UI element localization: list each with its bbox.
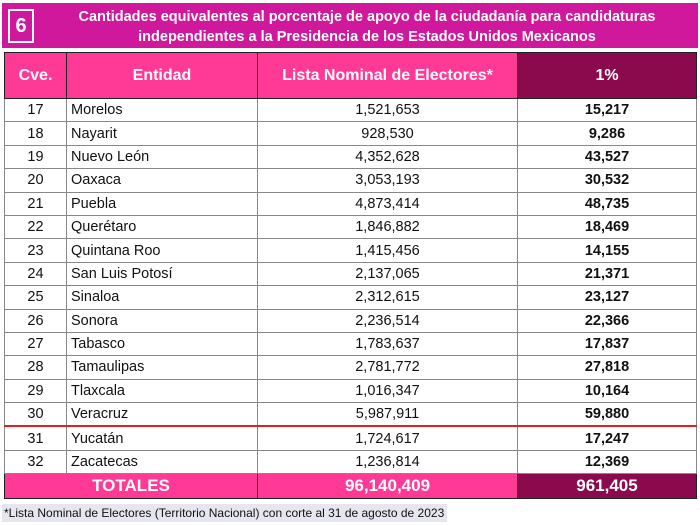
header-pct: 1% (517, 52, 697, 99)
support-table: Cve. Entidad Lista Nominal de Electores*… (4, 52, 697, 500)
cell-entidad: Querétaro (66, 214, 258, 240)
cell-cve: 29 (4, 378, 67, 404)
cell-cve: 32 (4, 449, 67, 475)
cell-entidad: Yucatán (66, 425, 258, 451)
cell-lista: 2,236,514 (257, 308, 518, 333)
cell-entidad: San Luis Potosí (66, 261, 258, 287)
cell-cve: 23 (4, 238, 67, 263)
cell-pct: 17,837 (517, 331, 697, 357)
cell-entidad: Nuevo León (66, 144, 258, 170)
cell-lista: 1,236,814 (257, 449, 518, 475)
cell-pct: 12,369 (517, 449, 697, 475)
cell-pct: 15,217 (517, 97, 697, 123)
cell-pct: 18,469 (517, 214, 697, 240)
cell-lista: 1,415,456 (257, 238, 518, 263)
cell-cve: 28 (4, 355, 67, 380)
cell-entidad: Zacatecas (66, 449, 258, 475)
table-row: 23 Quintana Roo 1,415,456 14,155 (4, 238, 697, 263)
header-entidad: Entidad (66, 52, 258, 99)
cell-cve: 27 (4, 331, 67, 357)
totals-row: TOTALES 96,140,409 961,405 (4, 473, 697, 500)
table-row: 17 Morelos 1,521,653 15,217 (4, 97, 697, 123)
cell-pct: 17,247 (517, 425, 697, 451)
cell-entidad: Quintana Roo (66, 238, 258, 263)
cell-cve: 25 (4, 285, 67, 310)
cell-pct: 22,366 (517, 308, 697, 333)
table-number-badge: 6 (8, 9, 34, 43)
table-row: 25 Sinaloa 2,312,615 23,127 (4, 285, 697, 310)
cell-lista: 928,530 (257, 121, 518, 146)
cell-pct: 21,371 (517, 261, 697, 287)
cell-cve: 31 (4, 425, 67, 451)
cell-cve: 19 (4, 144, 67, 170)
cell-entidad: Puebla (66, 191, 258, 216)
cell-lista: 1,016,347 (257, 378, 518, 404)
cell-entidad: Tlaxcala (66, 378, 258, 404)
cell-lista: 4,352,628 (257, 144, 518, 170)
header-row: Cve. Entidad Lista Nominal de Electores*… (4, 52, 697, 99)
cell-cve: 18 (4, 121, 67, 146)
table-row: 32 Zacatecas 1,236,814 12,369 (4, 449, 697, 475)
table-row: 19 Nuevo León 4,352,628 43,527 (4, 144, 697, 170)
title-banner: 6 Cantidades equivalentes al porcentaje … (2, 3, 698, 48)
cell-pct: 23,127 (517, 285, 697, 310)
cell-cve: 17 (4, 97, 67, 123)
table-row: 18 Nayarit 928,530 9,286 (4, 121, 697, 146)
cell-cve: 21 (4, 191, 67, 216)
cell-entidad: Veracruz (66, 402, 258, 428)
cell-cve: 22 (4, 214, 67, 240)
cell-lista: 1,783,637 (257, 331, 518, 357)
table-row: 21 Puebla 4,873,414 48,735 (4, 191, 697, 216)
cell-pct: 48,735 (517, 191, 697, 216)
cell-entidad: Nayarit (66, 121, 258, 146)
cell-entidad: Sonora (66, 308, 258, 333)
cell-lista: 3,053,193 (257, 168, 518, 193)
cell-cve: 30 (4, 402, 67, 428)
cell-cve: 20 (4, 168, 67, 193)
cell-cve: 24 (4, 261, 67, 287)
header-lista: Lista Nominal de Electores* (257, 52, 518, 99)
cell-pct: 43,527 (517, 144, 697, 170)
cell-lista: 5,987,911 (257, 402, 518, 428)
cell-pct: 9,286 (517, 121, 697, 146)
cell-pct: 10,164 (517, 378, 697, 404)
table-row: 31 Yucatán 1,724,617 17,247 (4, 425, 697, 451)
cell-cve: 26 (4, 308, 67, 333)
table-row: 22 Querétaro 1,846,882 18,469 (4, 214, 697, 240)
totals-label: TOTALES (4, 473, 258, 500)
cell-entidad: Morelos (66, 97, 258, 123)
cell-lista: 4,873,414 (257, 191, 518, 216)
table-row: 29 Tlaxcala 1,016,347 10,164 (4, 378, 697, 404)
header-cve: Cve. (4, 52, 67, 99)
cell-lista: 2,781,772 (257, 355, 518, 380)
cell-pct: 14,155 (517, 238, 697, 263)
cell-entidad: Tamaulipas (66, 355, 258, 380)
table-row: 27 Tabasco 1,783,637 17,837 (4, 331, 697, 357)
cell-pct: 27,818 (517, 355, 697, 380)
table-row: 30 Veracruz 5,987,911 59,880 (4, 402, 697, 428)
cell-lista: 2,312,615 (257, 285, 518, 310)
cell-lista: 1,846,882 (257, 214, 518, 240)
cell-entidad: Oaxaca (66, 168, 258, 193)
table-row: 26 Sonora 2,236,514 22,366 (4, 308, 697, 333)
cell-lista: 1,521,653 (257, 97, 518, 123)
cell-lista: 1,724,617 (257, 425, 518, 451)
title-line-2: independientes a la Presidencia de los E… (138, 29, 596, 45)
table-row: 24 San Luis Potosí 2,137,065 21,371 (4, 261, 697, 287)
cell-entidad: Tabasco (66, 331, 258, 357)
cell-entidad: Sinaloa (66, 285, 258, 310)
cell-lista: 2,137,065 (257, 261, 518, 287)
cell-pct: 59,880 (517, 402, 697, 428)
totals-lista: 96,140,409 (257, 473, 518, 500)
cell-pct: 30,532 (517, 168, 697, 193)
table-row: 20 Oaxaca 3,053,193 30,532 (4, 168, 697, 193)
title-line-1: Cantidades equivalentes al porcentaje de… (78, 9, 656, 25)
footnote: *Lista Nominal de Electores (Territorio … (2, 504, 447, 522)
totals-pct: 961,405 (517, 473, 697, 500)
table-row: 28 Tamaulipas 2,781,772 27,818 (4, 355, 697, 380)
